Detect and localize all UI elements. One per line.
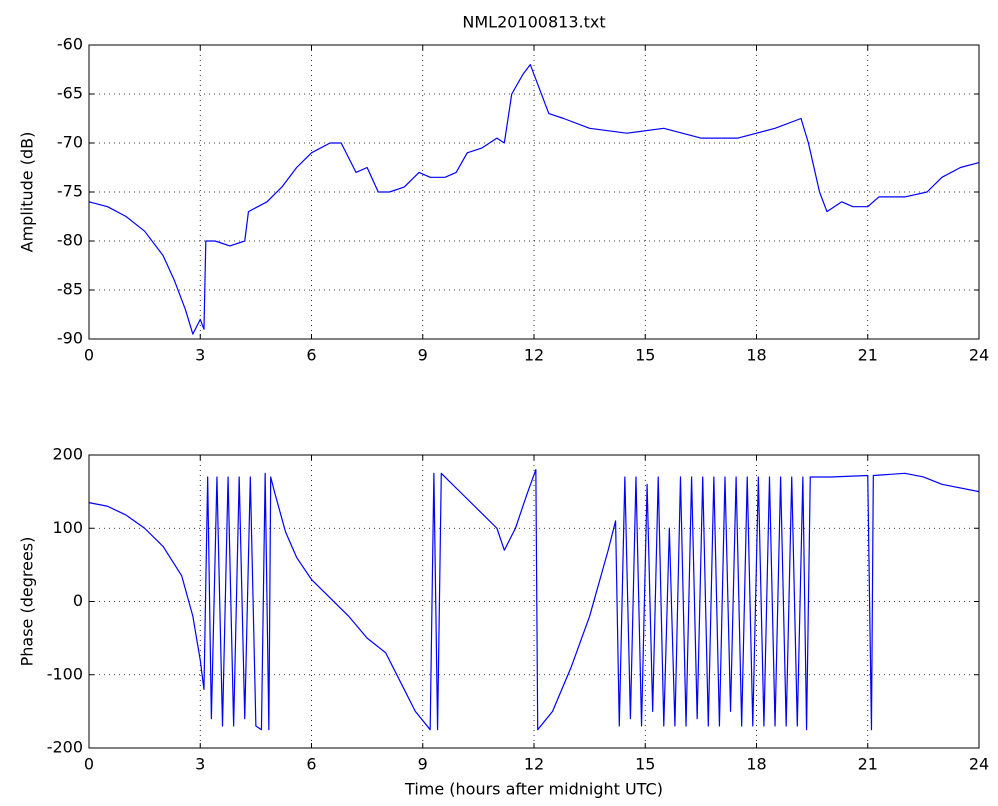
x-tick-label: 0 bbox=[84, 755, 94, 774]
x-tick-label: 15 bbox=[635, 755, 655, 774]
y-tick-label: -75 bbox=[57, 182, 83, 201]
data-line bbox=[88, 469, 980, 731]
y-tick-label: -60 bbox=[57, 35, 83, 54]
y-tick-label: -70 bbox=[57, 133, 83, 152]
x-tick-label: 21 bbox=[858, 755, 878, 774]
x-tick-label: 12 bbox=[524, 755, 544, 774]
x-tick-label: 3 bbox=[195, 346, 205, 365]
y-tick-label: 200 bbox=[52, 445, 83, 464]
x-tick-label: 3 bbox=[195, 755, 205, 774]
data-line bbox=[88, 63, 980, 335]
x-tick-label: 24 bbox=[969, 346, 989, 365]
x-tick-label: 0 bbox=[84, 346, 94, 365]
x-tick-label: 21 bbox=[858, 346, 878, 365]
y-axis-label: Phase (degrees) bbox=[18, 537, 37, 667]
chart-title: NML20100813.txt bbox=[462, 13, 605, 32]
y-tick-label: -80 bbox=[57, 231, 83, 250]
x-axis-label: Time (hours after midnight UTC) bbox=[404, 780, 663, 799]
x-tick-label: 6 bbox=[306, 755, 316, 774]
axes-frame bbox=[88, 454, 980, 749]
x-tick-label: 9 bbox=[418, 346, 428, 365]
y-tick-label: -100 bbox=[47, 664, 83, 683]
y-tick-label: -200 bbox=[47, 738, 83, 757]
x-tick-label: 12 bbox=[524, 346, 544, 365]
y-tick-label: 0 bbox=[73, 591, 83, 610]
y-tick-label: -90 bbox=[57, 329, 83, 348]
y-tick-label: 100 bbox=[52, 518, 83, 537]
x-tick-label: 24 bbox=[969, 755, 989, 774]
x-tick-label: 9 bbox=[418, 755, 428, 774]
x-tick-label: 18 bbox=[746, 346, 766, 365]
y-axis-label: Amplitude (dB) bbox=[18, 132, 37, 253]
axes-frame bbox=[88, 44, 980, 340]
x-tick-label: 6 bbox=[306, 346, 316, 365]
x-tick-label: 15 bbox=[635, 346, 655, 365]
x-tick-label: 18 bbox=[746, 755, 766, 774]
y-tick-label: -85 bbox=[57, 280, 83, 299]
y-tick-label: -65 bbox=[57, 84, 83, 103]
